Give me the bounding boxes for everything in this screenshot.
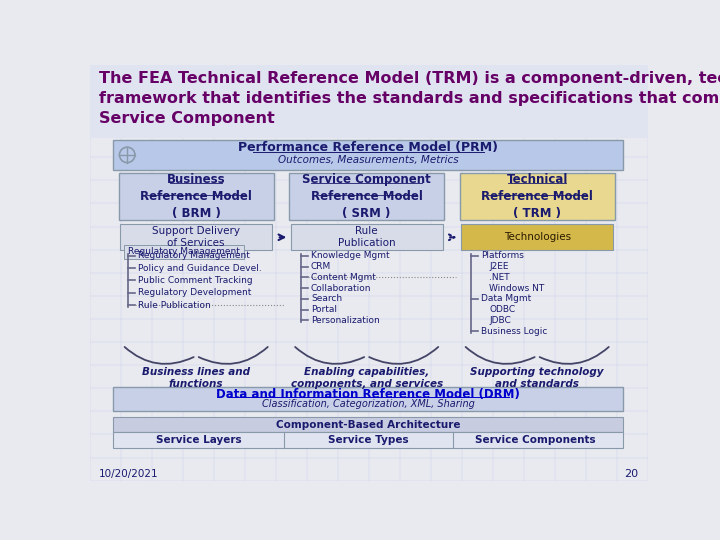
Text: Service Layers: Service Layers <box>156 435 241 445</box>
Text: Regulatory Development: Regulatory Development <box>138 288 251 297</box>
Text: Classification, Categorization, XML, Sharing: Classification, Categorization, XML, Sha… <box>262 400 474 409</box>
Text: JDBC: JDBC <box>489 316 511 325</box>
Text: Service Components: Service Components <box>474 435 595 445</box>
FancyBboxPatch shape <box>124 245 244 259</box>
FancyBboxPatch shape <box>113 432 624 448</box>
Text: Business lines and
functions: Business lines and functions <box>142 367 250 389</box>
Text: Knowledge Mgmt: Knowledge Mgmt <box>311 251 390 260</box>
Text: Component-Based Architecture: Component-Based Architecture <box>276 420 461 430</box>
Text: Service Types: Service Types <box>328 435 408 445</box>
FancyBboxPatch shape <box>119 173 274 220</box>
Text: Personalization: Personalization <box>311 316 379 325</box>
Text: Platforms: Platforms <box>482 251 524 260</box>
Text: Policy and Guidance Devel.: Policy and Guidance Devel. <box>138 264 262 273</box>
Text: J2EE: J2EE <box>489 262 508 271</box>
Text: CRM: CRM <box>311 262 331 271</box>
Text: Regulatory Management: Regulatory Management <box>128 247 240 256</box>
Text: Supporting technology
and standards: Supporting technology and standards <box>470 367 604 389</box>
FancyBboxPatch shape <box>113 140 624 170</box>
Text: 20: 20 <box>624 469 639 480</box>
Text: Public Comment Tracking: Public Comment Tracking <box>138 276 253 285</box>
Text: Data Mgmt: Data Mgmt <box>482 294 531 303</box>
Text: Outcomes, Measurements, Metrics: Outcomes, Measurements, Metrics <box>278 156 459 165</box>
Text: Performance Reference Model (PRM): Performance Reference Model (PRM) <box>238 141 498 154</box>
Text: Business Logic: Business Logic <box>482 327 548 336</box>
Text: Portal: Portal <box>311 305 337 314</box>
FancyBboxPatch shape <box>113 387 624 411</box>
Text: Collaboration: Collaboration <box>311 284 372 293</box>
FancyBboxPatch shape <box>113 417 624 432</box>
Text: Support Delivery
of Services: Support Delivery of Services <box>152 226 240 248</box>
FancyBboxPatch shape <box>459 173 615 220</box>
Text: Content Mgmt: Content Mgmt <box>311 273 376 282</box>
Text: Technical
Reference Model
( TRM ): Technical Reference Model ( TRM ) <box>481 173 593 220</box>
Text: 10/20/2021: 10/20/2021 <box>99 469 159 480</box>
Text: ODBC: ODBC <box>489 305 516 314</box>
Text: Business
Reference Model
( BRM ): Business Reference Model ( BRM ) <box>140 173 252 220</box>
Text: Windows NT: Windows NT <box>489 284 544 293</box>
Text: Data and Information Reference Model (DRM): Data and Information Reference Model (DR… <box>216 388 520 401</box>
FancyBboxPatch shape <box>291 224 443 251</box>
FancyBboxPatch shape <box>90 65 648 138</box>
Text: The FEA Technical Reference Model (TRM) is a component-driven, technical
framewo: The FEA Technical Reference Model (TRM) … <box>99 71 720 126</box>
Text: Search: Search <box>311 294 342 303</box>
FancyBboxPatch shape <box>120 224 272 251</box>
Text: Service Component
Reference Model
( SRM ): Service Component Reference Model ( SRM … <box>302 173 431 220</box>
FancyBboxPatch shape <box>462 224 613 251</box>
Text: Technologies: Technologies <box>503 232 571 242</box>
Text: Rule
Publication: Rule Publication <box>338 226 395 248</box>
Text: Regulatory Management: Regulatory Management <box>138 251 250 260</box>
Text: .NET: .NET <box>489 273 510 282</box>
Text: Enabling capabilities,
components, and services: Enabling capabilities, components, and s… <box>291 367 443 389</box>
Text: Rule Publication: Rule Publication <box>138 301 211 309</box>
FancyBboxPatch shape <box>289 173 444 220</box>
